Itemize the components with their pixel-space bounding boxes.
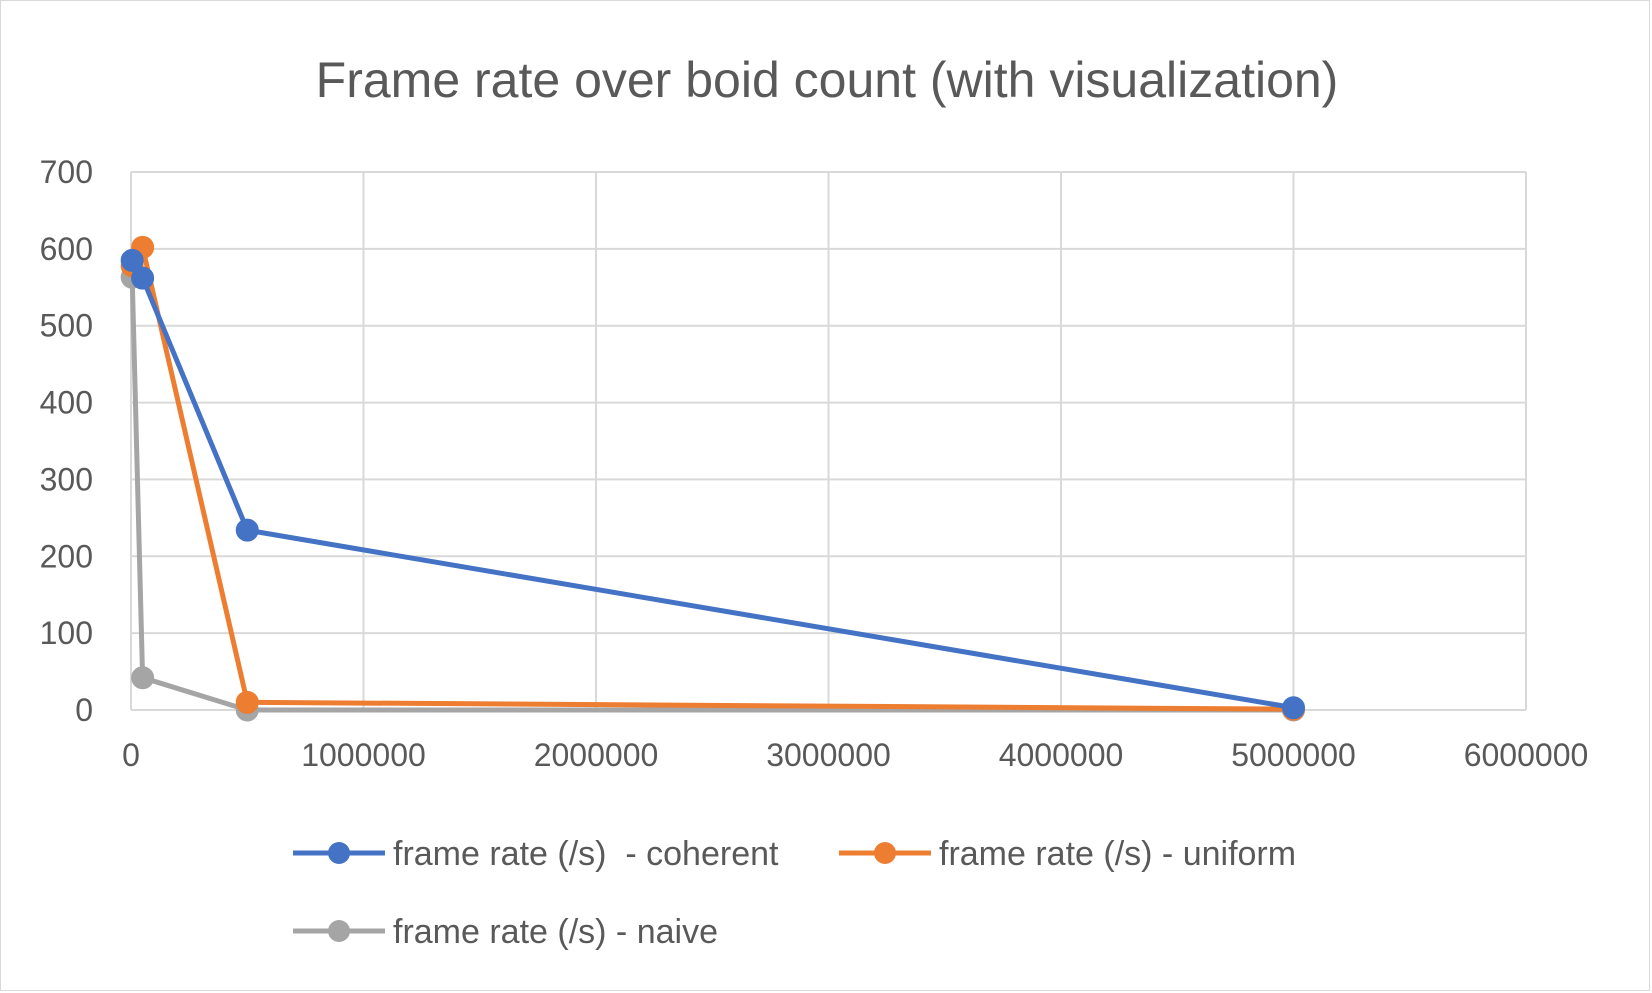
x-tick-label: 6000000 xyxy=(1464,737,1589,773)
y-tick-label: 700 xyxy=(40,154,93,190)
x-tick-label: 5000000 xyxy=(1231,737,1356,773)
y-tick-label: 600 xyxy=(40,231,93,267)
series-line-1 xyxy=(129,257,1296,711)
data-point-series-3 xyxy=(131,666,155,690)
data-point-series-2 xyxy=(235,690,259,714)
x-tick-label: 2000000 xyxy=(534,737,659,773)
series-line-2 xyxy=(129,244,1296,712)
legend-label: frame rate (/s) - naive xyxy=(393,913,718,951)
y-tick-label: 500 xyxy=(40,308,93,344)
series-line-3 xyxy=(129,274,1296,713)
legend-label: frame rate (/s) - uniform xyxy=(939,835,1296,873)
series-group xyxy=(120,235,1305,722)
y-tick-label: 100 xyxy=(40,615,93,651)
x-tick-label: 1000000 xyxy=(301,737,426,773)
legend-marker xyxy=(328,842,350,864)
x-tick-label: 0 xyxy=(122,737,140,773)
legend: frame rate (/s) - coherent frame rate (/s… xyxy=(293,835,1296,951)
data-point-series-1 xyxy=(235,518,259,542)
series-markers xyxy=(120,235,1305,722)
gridlines xyxy=(130,171,1527,710)
y-tick-label: 300 xyxy=(40,461,93,497)
data-point-series-1 xyxy=(1282,696,1305,720)
legend-item: frame rate (/s) - coherent xyxy=(293,835,779,873)
data-point-series-1 xyxy=(131,266,155,290)
axes: 0 100 200 300 400 500 600 700 0 1000000 2000000 300… xyxy=(40,154,1589,773)
legend-marker xyxy=(874,842,896,864)
chart-title: Frame rate over boid count (with visuali… xyxy=(316,52,1339,108)
y-tick-label: 400 xyxy=(40,385,93,421)
y-tick-label: 0 xyxy=(75,692,93,728)
legend-label: frame rate (/s) - coherent xyxy=(393,835,779,873)
x-tick-label: 4000000 xyxy=(999,737,1124,773)
x-tick-label: 3000000 xyxy=(766,737,891,773)
y-tick-label: 200 xyxy=(40,538,93,574)
legend-marker xyxy=(328,920,350,942)
legend-item: frame rate (/s) - naive xyxy=(293,913,718,951)
legend-item: frame rate (/s) - uniform xyxy=(839,835,1296,873)
data-point-series-1 xyxy=(120,248,144,272)
